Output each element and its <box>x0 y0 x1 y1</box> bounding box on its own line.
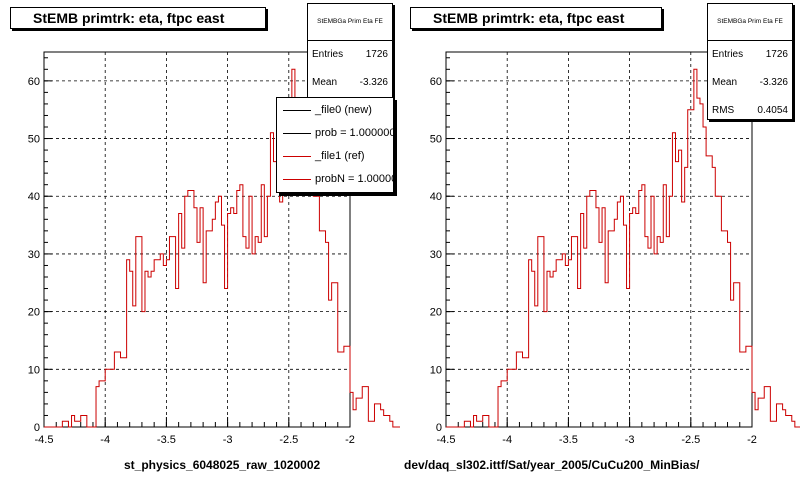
legend-entry-probn: probN = 1.000000 <box>277 168 393 191</box>
y-tick-label: 60 <box>430 76 442 88</box>
y-tick-label: 60 <box>28 76 40 88</box>
right-stats-box: StEMBGa Prim Eta FE Entries 1726 Mean -3… <box>707 3 793 120</box>
right-stats-header: StEMBGa Prim Eta FE <box>708 4 792 41</box>
y-tick-label: 10 <box>430 364 442 376</box>
y-tick-label: 20 <box>430 307 442 319</box>
y-tick-label: 20 <box>28 307 40 319</box>
x-tick-label: -4 <box>100 434 110 446</box>
y-tick-label: 40 <box>430 191 442 203</box>
left-stats-box: StEMBGa Prim Eta FE Entries 1726 Mean -3… <box>307 3 393 101</box>
legend-entry-prob: prob = 1.000000 <box>277 122 393 145</box>
x-tick-label: -4.5 <box>35 434 54 446</box>
right-stats-entries: Entries 1726 <box>712 49 788 60</box>
x-tick-label: -2.5 <box>279 434 298 446</box>
x-tick-label: -2 <box>747 434 757 446</box>
left-chart-title: StEMB primtrk: eta, ftpc east <box>10 7 266 29</box>
y-tick-label: 10 <box>28 364 40 376</box>
y-tick-label: 40 <box>28 191 40 203</box>
left-histogram-panel: 0 10 20 30 40 50 60 -4.5 -4 -3.5 -3 -2.5 -2 StEMB pr… <box>10 3 400 472</box>
y-tick-label: 50 <box>430 134 442 146</box>
y-tick-label: 30 <box>430 249 442 261</box>
x-tick-label: -3.5 <box>157 434 176 446</box>
x-tick-label: -4 <box>502 434 512 446</box>
legend-entry-file1: _file1 (ref) <box>277 145 393 168</box>
legend-entry-file0: _file0 (new) <box>277 99 393 122</box>
histogram-series <box>446 68 800 428</box>
x-tick-label: -2 <box>345 434 355 446</box>
left-stats-mean: Mean -3.326 <box>312 77 388 88</box>
right-chart-title: StEMB primtrk: eta, ftpc east <box>410 7 662 29</box>
left-stats-header: StEMBGa Prim Eta FE <box>308 4 392 41</box>
y-tick-label: 0 <box>34 422 40 434</box>
left-x-axis-label: st_physics_6048025_raw_1020002 <box>124 458 321 472</box>
x-tick-label: -3.5 <box>559 434 578 446</box>
y-tick-label: 30 <box>28 249 40 261</box>
x-tick-label: -3 <box>625 434 635 446</box>
right-plot: 0 10 20 30 40 50 60 -4.5 -4 -3.5 -3 -2.5 -2 <box>430 51 800 446</box>
left-legend: _file0 (new) prob = 1.000000 _file1 (ref… <box>276 97 394 193</box>
right-histogram-panel: 0 10 20 30 40 50 60 -4.5 -4 -3.5 -3 -2.5 -2 StEMB pr… <box>400 0 800 480</box>
right-x-axis-label: dev/daq_sl302.ittf/Sat/year_2005/CuCu200… <box>404 458 700 472</box>
y-tick-label: 0 <box>436 422 442 434</box>
histogram-series <box>44 68 400 428</box>
x-tick-label: -4.5 <box>437 434 456 446</box>
x-tick-label: -3 <box>223 434 233 446</box>
right-stats-mean: Mean -3.326 <box>712 77 788 88</box>
left-stats-entries: Entries 1726 <box>312 49 388 60</box>
x-tick-label: -2.5 <box>681 434 700 446</box>
right-stats-rms: RMS 0.4054 <box>712 105 788 116</box>
y-tick-label: 50 <box>28 134 40 146</box>
